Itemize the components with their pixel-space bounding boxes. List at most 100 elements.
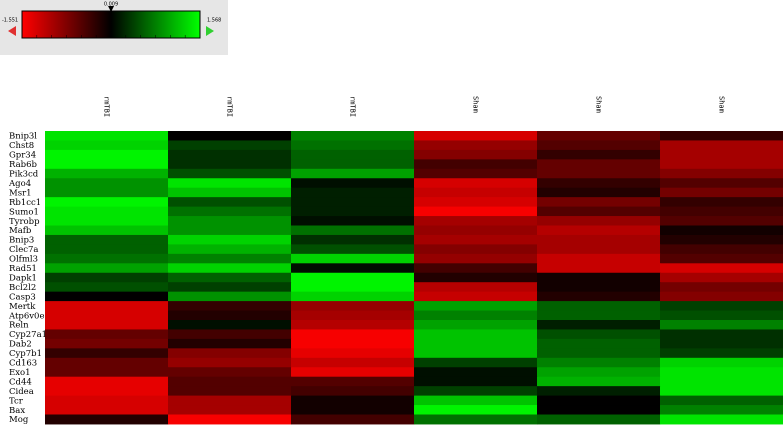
heatmap-cell <box>537 367 661 378</box>
heatmap-cell <box>414 367 538 378</box>
heatmap-cell <box>45 386 169 397</box>
heatmap-cell <box>45 206 169 217</box>
heatmap-cell <box>660 253 783 264</box>
row-label: Msr1 <box>9 188 32 198</box>
row-label: Gpr34 <box>9 151 36 161</box>
heatmap-cell <box>414 168 538 179</box>
row-label: Exo1 <box>9 368 31 378</box>
row-label: Cyp27a1 <box>9 330 47 340</box>
heatmap-cell <box>660 291 783 302</box>
heatmap-cell <box>291 225 415 236</box>
heatmap-cell <box>168 178 292 189</box>
heatmap-cell <box>660 329 783 340</box>
heatmap-cell <box>660 310 783 321</box>
heatmap-cell <box>45 320 169 330</box>
heatmap-cell <box>660 395 783 406</box>
heatmap-cell <box>414 149 538 160</box>
heatmap-cell <box>168 159 292 170</box>
row-label: Dab2 <box>9 340 32 350</box>
heatmap-cell <box>660 234 783 245</box>
row-label: Rad51 <box>9 264 37 274</box>
heatmap-cell <box>291 282 415 293</box>
heatmap-cell <box>291 376 415 387</box>
heatmap-cell <box>537 272 661 283</box>
heatmap-cell <box>660 338 783 349</box>
heatmap-cell <box>537 197 661 208</box>
heatmap-cell <box>168 320 292 330</box>
heatmap-cell <box>414 301 538 312</box>
heatmap-cell <box>291 320 415 330</box>
row-label: Chst8 <box>9 141 34 151</box>
heatmap-cell <box>291 206 415 217</box>
row-label: Bnip3l <box>9 132 37 142</box>
heatmap-cell <box>45 263 169 274</box>
heatmap-cell <box>414 282 538 293</box>
heatmap-cell <box>291 357 415 368</box>
row-label: Bcl2l2 <box>9 283 36 293</box>
heatmap-cell <box>414 263 538 274</box>
heatmap-cell <box>168 395 292 406</box>
heatmap-cell <box>291 329 415 340</box>
heatmap-cell <box>45 131 169 141</box>
heatmap-cell <box>414 357 538 368</box>
heatmap-cell <box>537 178 661 189</box>
row-label: Mertk <box>9 302 36 312</box>
heatmap-cell <box>537 310 661 321</box>
heatmap-cell <box>660 357 783 368</box>
heatmap-cell <box>45 178 169 189</box>
heatmap-cell <box>168 282 292 293</box>
row-label: Cd44 <box>9 377 32 387</box>
row-label: Olfml3 <box>9 255 38 265</box>
heatmap-cell <box>660 140 783 151</box>
heatmap-cell <box>537 225 661 236</box>
heatmap-cell <box>291 244 415 255</box>
legend-max-label: 1.568 <box>207 18 221 24</box>
heatmap-cell <box>168 168 292 179</box>
column-label: rmTBI <box>349 96 357 117</box>
row-label: Reln <box>9 321 29 331</box>
row-label: Sumo1 <box>9 207 39 217</box>
heatmap-cell <box>660 216 783 226</box>
heatmap-cell <box>168 234 292 245</box>
heatmap-cell <box>168 225 292 236</box>
heatmap-cell <box>45 291 169 302</box>
heatmap-cell <box>291 263 415 274</box>
heatmap-cell <box>45 244 169 255</box>
heatmap-cell <box>45 225 169 236</box>
heatmap-cell <box>660 178 783 189</box>
heatmap-cell <box>660 282 783 293</box>
heatmap-cell <box>45 216 169 226</box>
row-label: Mafb <box>9 226 32 236</box>
heatmap-cell <box>414 253 538 264</box>
heatmap-cell <box>537 253 661 264</box>
row-label: Cidea <box>9 387 34 397</box>
heatmap-cell <box>660 348 783 359</box>
heatmap-cell <box>537 338 661 349</box>
column-label: rmTBI <box>226 96 234 117</box>
heatmap-cell <box>291 159 415 170</box>
heatmap-cell <box>291 301 415 312</box>
heatmap-cell <box>660 367 783 378</box>
row-label: Mog <box>9 415 29 425</box>
heatmap-cell <box>45 272 169 283</box>
heatmap-cell <box>660 244 783 255</box>
heatmap-cell <box>537 234 661 245</box>
heatmap-cell <box>168 272 292 283</box>
heatmap-cell <box>660 263 783 274</box>
heatmap-cell <box>168 253 292 264</box>
heatmap-cell <box>45 310 169 321</box>
heatmap-cell <box>291 348 415 359</box>
heatmap-cell <box>168 376 292 387</box>
legend-min-label: -1.551 <box>2 18 18 24</box>
heatmap-cell <box>414 234 538 245</box>
heatmap-cell <box>660 386 783 397</box>
heatmap-cell <box>660 376 783 387</box>
heatmap-cell <box>414 131 538 141</box>
heatmap-cell <box>660 206 783 217</box>
legend-center-label: 0.009 <box>104 2 118 8</box>
heatmap-cell <box>537 244 661 255</box>
heatmap-cell <box>45 187 169 198</box>
heatmap-cell <box>414 395 538 406</box>
heatmap-cell <box>537 348 661 359</box>
heatmap-cell <box>291 253 415 264</box>
